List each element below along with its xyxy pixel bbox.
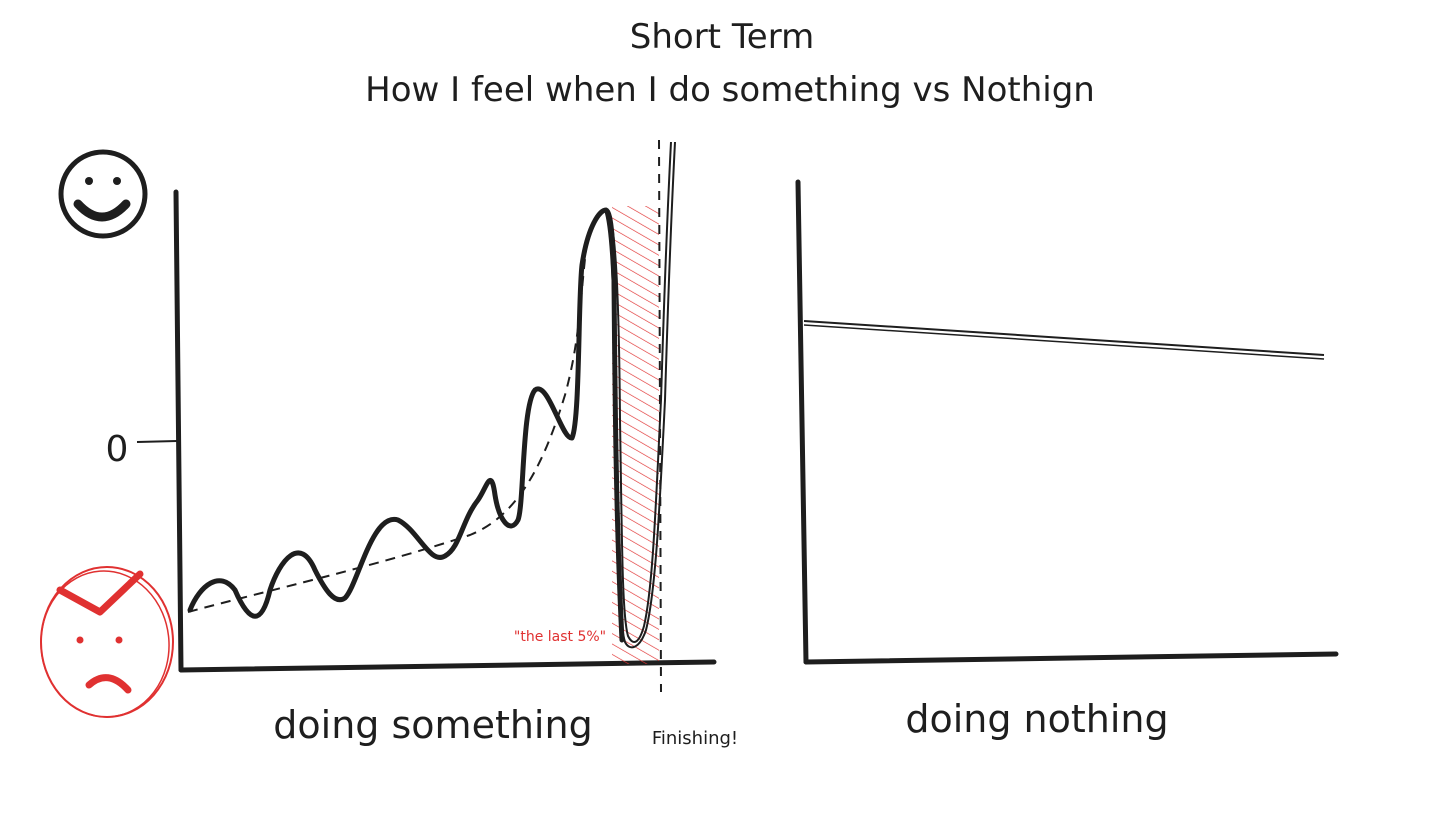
title-line-2: How I feel when I do something vs Nothig… bbox=[365, 70, 1095, 110]
last-five-percent-annotation: "the last 5%" bbox=[514, 629, 606, 645]
left-chart: 0 "the last 5%" doing something Finishin… bbox=[106, 139, 738, 749]
angry-face-icon bbox=[40, 566, 174, 718]
right-y-axis bbox=[795, 179, 809, 665]
left-x-label: doing something bbox=[273, 703, 592, 747]
finish-plunge bbox=[604, 141, 676, 649]
happy-face-icon bbox=[58, 149, 148, 239]
zero-tick bbox=[136, 440, 178, 443]
last-five-percent-region bbox=[612, 206, 659, 664]
right-chart: doing nothing bbox=[795, 179, 1339, 741]
nothing-line bbox=[803, 320, 1325, 356]
left-y-axis bbox=[173, 189, 184, 673]
zero-label: 0 bbox=[106, 429, 129, 470]
finish-plunge-inner bbox=[608, 141, 672, 643]
feeling-line bbox=[187, 207, 625, 643]
right-x-axis bbox=[803, 651, 1339, 665]
title-line-1: Short Term bbox=[630, 17, 814, 57]
finishing-label: Finishing! bbox=[652, 728, 738, 749]
right-x-label: doing nothing bbox=[905, 697, 1168, 741]
nothing-line-inner bbox=[803, 324, 1325, 360]
